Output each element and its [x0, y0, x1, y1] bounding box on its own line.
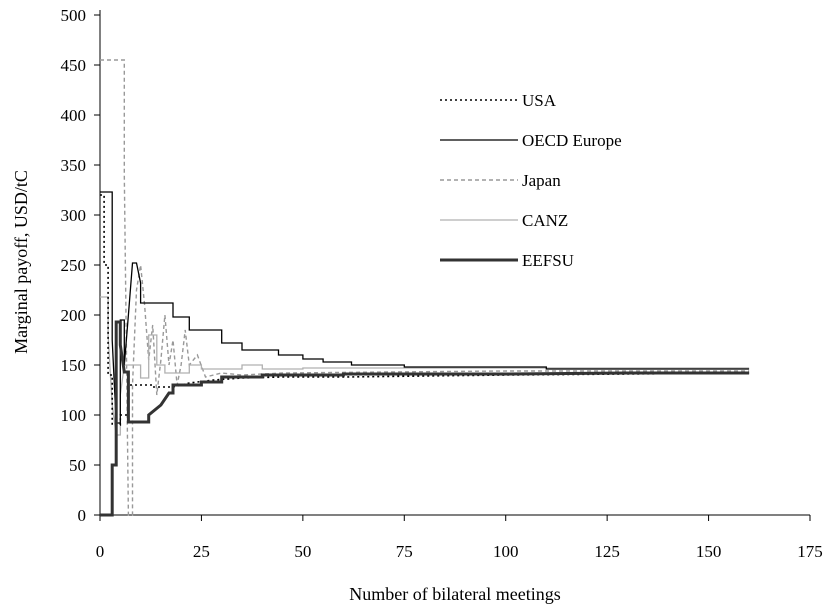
y-tick-label: 450: [61, 56, 87, 75]
series-line-canz: [100, 296, 750, 436]
series-lines: [100, 59, 750, 517]
y-axis-ticks: 0 50 100 150 200 250 300 350 400 450 500: [61, 6, 100, 525]
y-tick-label: 500: [61, 6, 87, 25]
y-tick-label: 50: [69, 456, 86, 475]
legend-label: CANZ: [522, 211, 568, 230]
x-tick-label: 25: [193, 542, 210, 561]
x-tick-label: 50: [294, 542, 311, 561]
y-tick-label: 200: [61, 306, 87, 325]
y-tick-label: 0: [78, 506, 87, 525]
legend-label: USA: [522, 91, 557, 110]
x-tick-label: 100: [493, 542, 519, 561]
legend-label: Japan: [522, 171, 561, 190]
y-axis-title: Marginal payoff, USD/tC: [11, 170, 31, 354]
series-line-japan: [100, 59, 750, 516]
x-tick-label: 125: [594, 542, 620, 561]
x-tick-label: 150: [696, 542, 722, 561]
y-tick-label: 250: [61, 256, 87, 275]
legend-label: OECD Europe: [522, 131, 622, 150]
x-tick-label: 175: [797, 542, 823, 561]
legend-label: EEFSU: [522, 251, 574, 270]
x-axis-title: Number of bilateral meetings: [349, 584, 560, 604]
x-axis-ticks: 0 25 50 75 100 125 150 175: [96, 515, 823, 561]
y-tick-label: 100: [61, 406, 87, 425]
series-line-usa: [100, 194, 750, 426]
series-line-oecd-europe: [100, 191, 750, 424]
y-tick-label: 400: [61, 106, 87, 125]
x-tick-label: 75: [396, 542, 413, 561]
y-tick-label: 350: [61, 156, 87, 175]
x-tick-label: 0: [96, 542, 105, 561]
legend: USA OECD Europe Japan CANZ EEFSU: [440, 91, 622, 270]
plot-area: 0 50 100 150 200 250 300 350 400 450 500 0 25 50 75 10…: [61, 6, 823, 561]
y-tick-label: 300: [61, 206, 87, 225]
series-line-eefsu: [100, 320, 750, 517]
y-tick-label: 150: [61, 356, 87, 375]
